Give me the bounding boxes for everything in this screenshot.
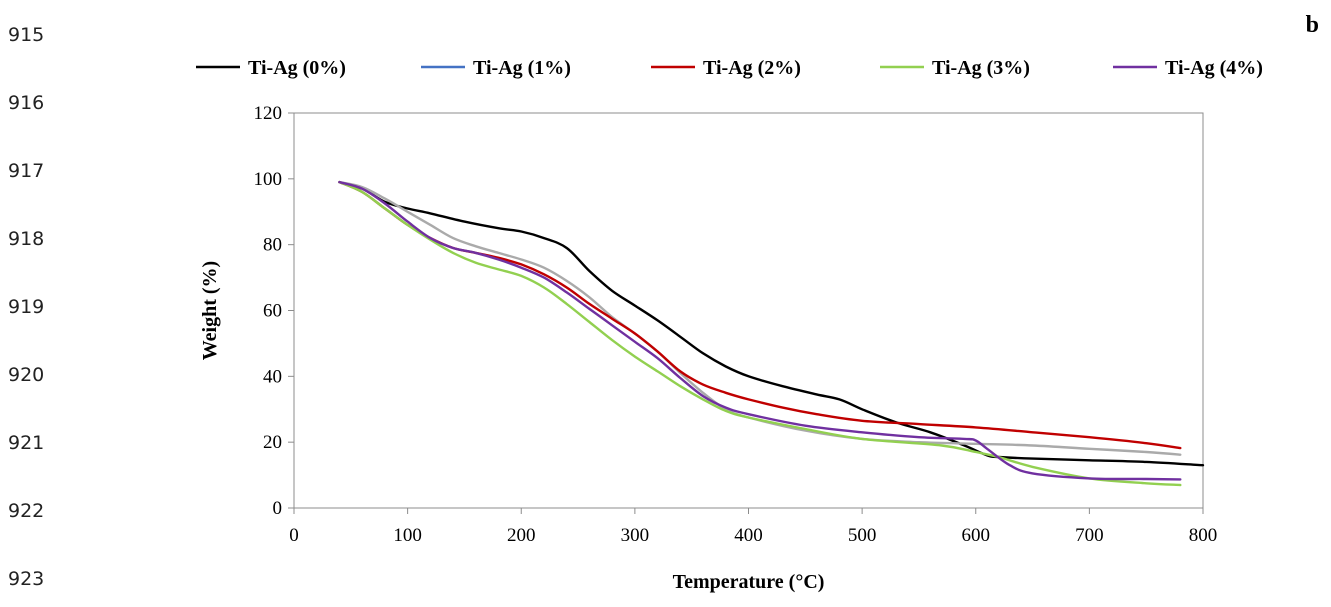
line-number: 919 [8,296,45,318]
line-number-column: 915 916 917 918 919 920 921 922 923 [0,0,60,607]
y-tick-label: 20 [263,432,282,453]
plot-area-frame [293,112,1204,509]
x-tick-label: 800 [1189,525,1218,546]
line-number: 921 [8,432,45,454]
line-number: 917 [8,160,45,182]
line-number: 916 [8,92,45,114]
x-axis-title: Temperature (°C) [673,571,825,593]
line-number: 915 [8,24,45,46]
legend-label: Ti-Ag (0%) [248,57,346,79]
axes-layer: 0 20 40 60 80 100 120 0 100 200 300 400 500 600 700 800 [254,103,1218,546]
line-number: 922 [8,500,45,522]
y-tick-label: 60 [263,301,282,322]
x-tick-label: 500 [848,525,877,546]
x-tick-label: 400 [734,525,763,546]
y-tick-label: 0 [273,498,283,519]
y-tick-label: 100 [254,169,283,190]
y-axis-title: Weight (%) [199,261,221,360]
series-layer [338,180,1205,487]
x-tick-label: 100 [393,525,422,546]
x-tick-label: 300 [621,525,650,546]
x-tick-label: 0 [289,525,299,546]
legend-label: Ti-Ag (3%) [932,57,1030,79]
y-tick-label: 80 [263,235,282,256]
legend-label: Ti-Ag (4%) [1165,57,1263,79]
x-tick-label: 700 [1075,525,1104,546]
x-tick-label: 600 [962,525,991,546]
y-tick-label: 40 [263,366,282,387]
legend-label: Ti-Ag (2%) [703,57,801,79]
y-tick-label: 120 [254,103,283,124]
legend-label: Ti-Ag (1%) [473,57,571,79]
series-line-ti-ag-4pct [338,180,1182,481]
x-tick-label: 200 [507,525,536,546]
series-line-ti-ag-3pct [338,180,1182,487]
line-number: 918 [8,228,45,250]
chart-legend: Ti-Ag (0%) Ti-Ag (1%) Ti-Ag (2%) Ti-Ag (3%)… [196,57,1263,79]
line-number: 923 [8,568,45,590]
panel-label: b [1305,12,1319,38]
line-number: 920 [8,364,45,386]
